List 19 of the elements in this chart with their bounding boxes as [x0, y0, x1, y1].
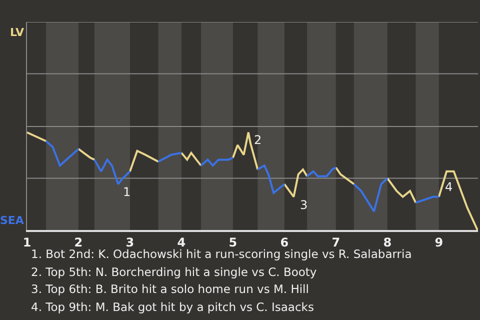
x-tick-label: 3 [126, 235, 134, 250]
x-tick-label: 4 [177, 235, 186, 250]
x-tick-label: 7 [332, 235, 340, 250]
x-tick-label: 5 [228, 235, 238, 250]
annotation: 3 [300, 198, 308, 212]
x-tick-label: 8 [383, 235, 392, 250]
x-tick-label: 2 [74, 235, 83, 250]
text: 3. Top 6th: B. Brito hit a solo home run vs M. Hill [31, 282, 309, 296]
text: SEA [0, 214, 24, 227]
text: 4. Top 9th: M. Bak got hit by a pitch vs C. Isaacks [31, 300, 314, 314]
annotation: 4 [445, 180, 453, 194]
text: 2. Top 5th: N. Borcherding hit a single vs C. Booty [31, 265, 317, 279]
x-tick-label: 9 [434, 235, 444, 250]
annotation: 1 [123, 185, 131, 199]
x-tick-label: 1 [22, 235, 32, 250]
text: 1. Bot 2nd: K. Odachowski hit a run-scoring single vs R. Salabarria [31, 247, 412, 261]
x-tick-label: 6 [280, 235, 289, 250]
text: LV [10, 26, 24, 39]
annotation: 2 [254, 133, 262, 147]
